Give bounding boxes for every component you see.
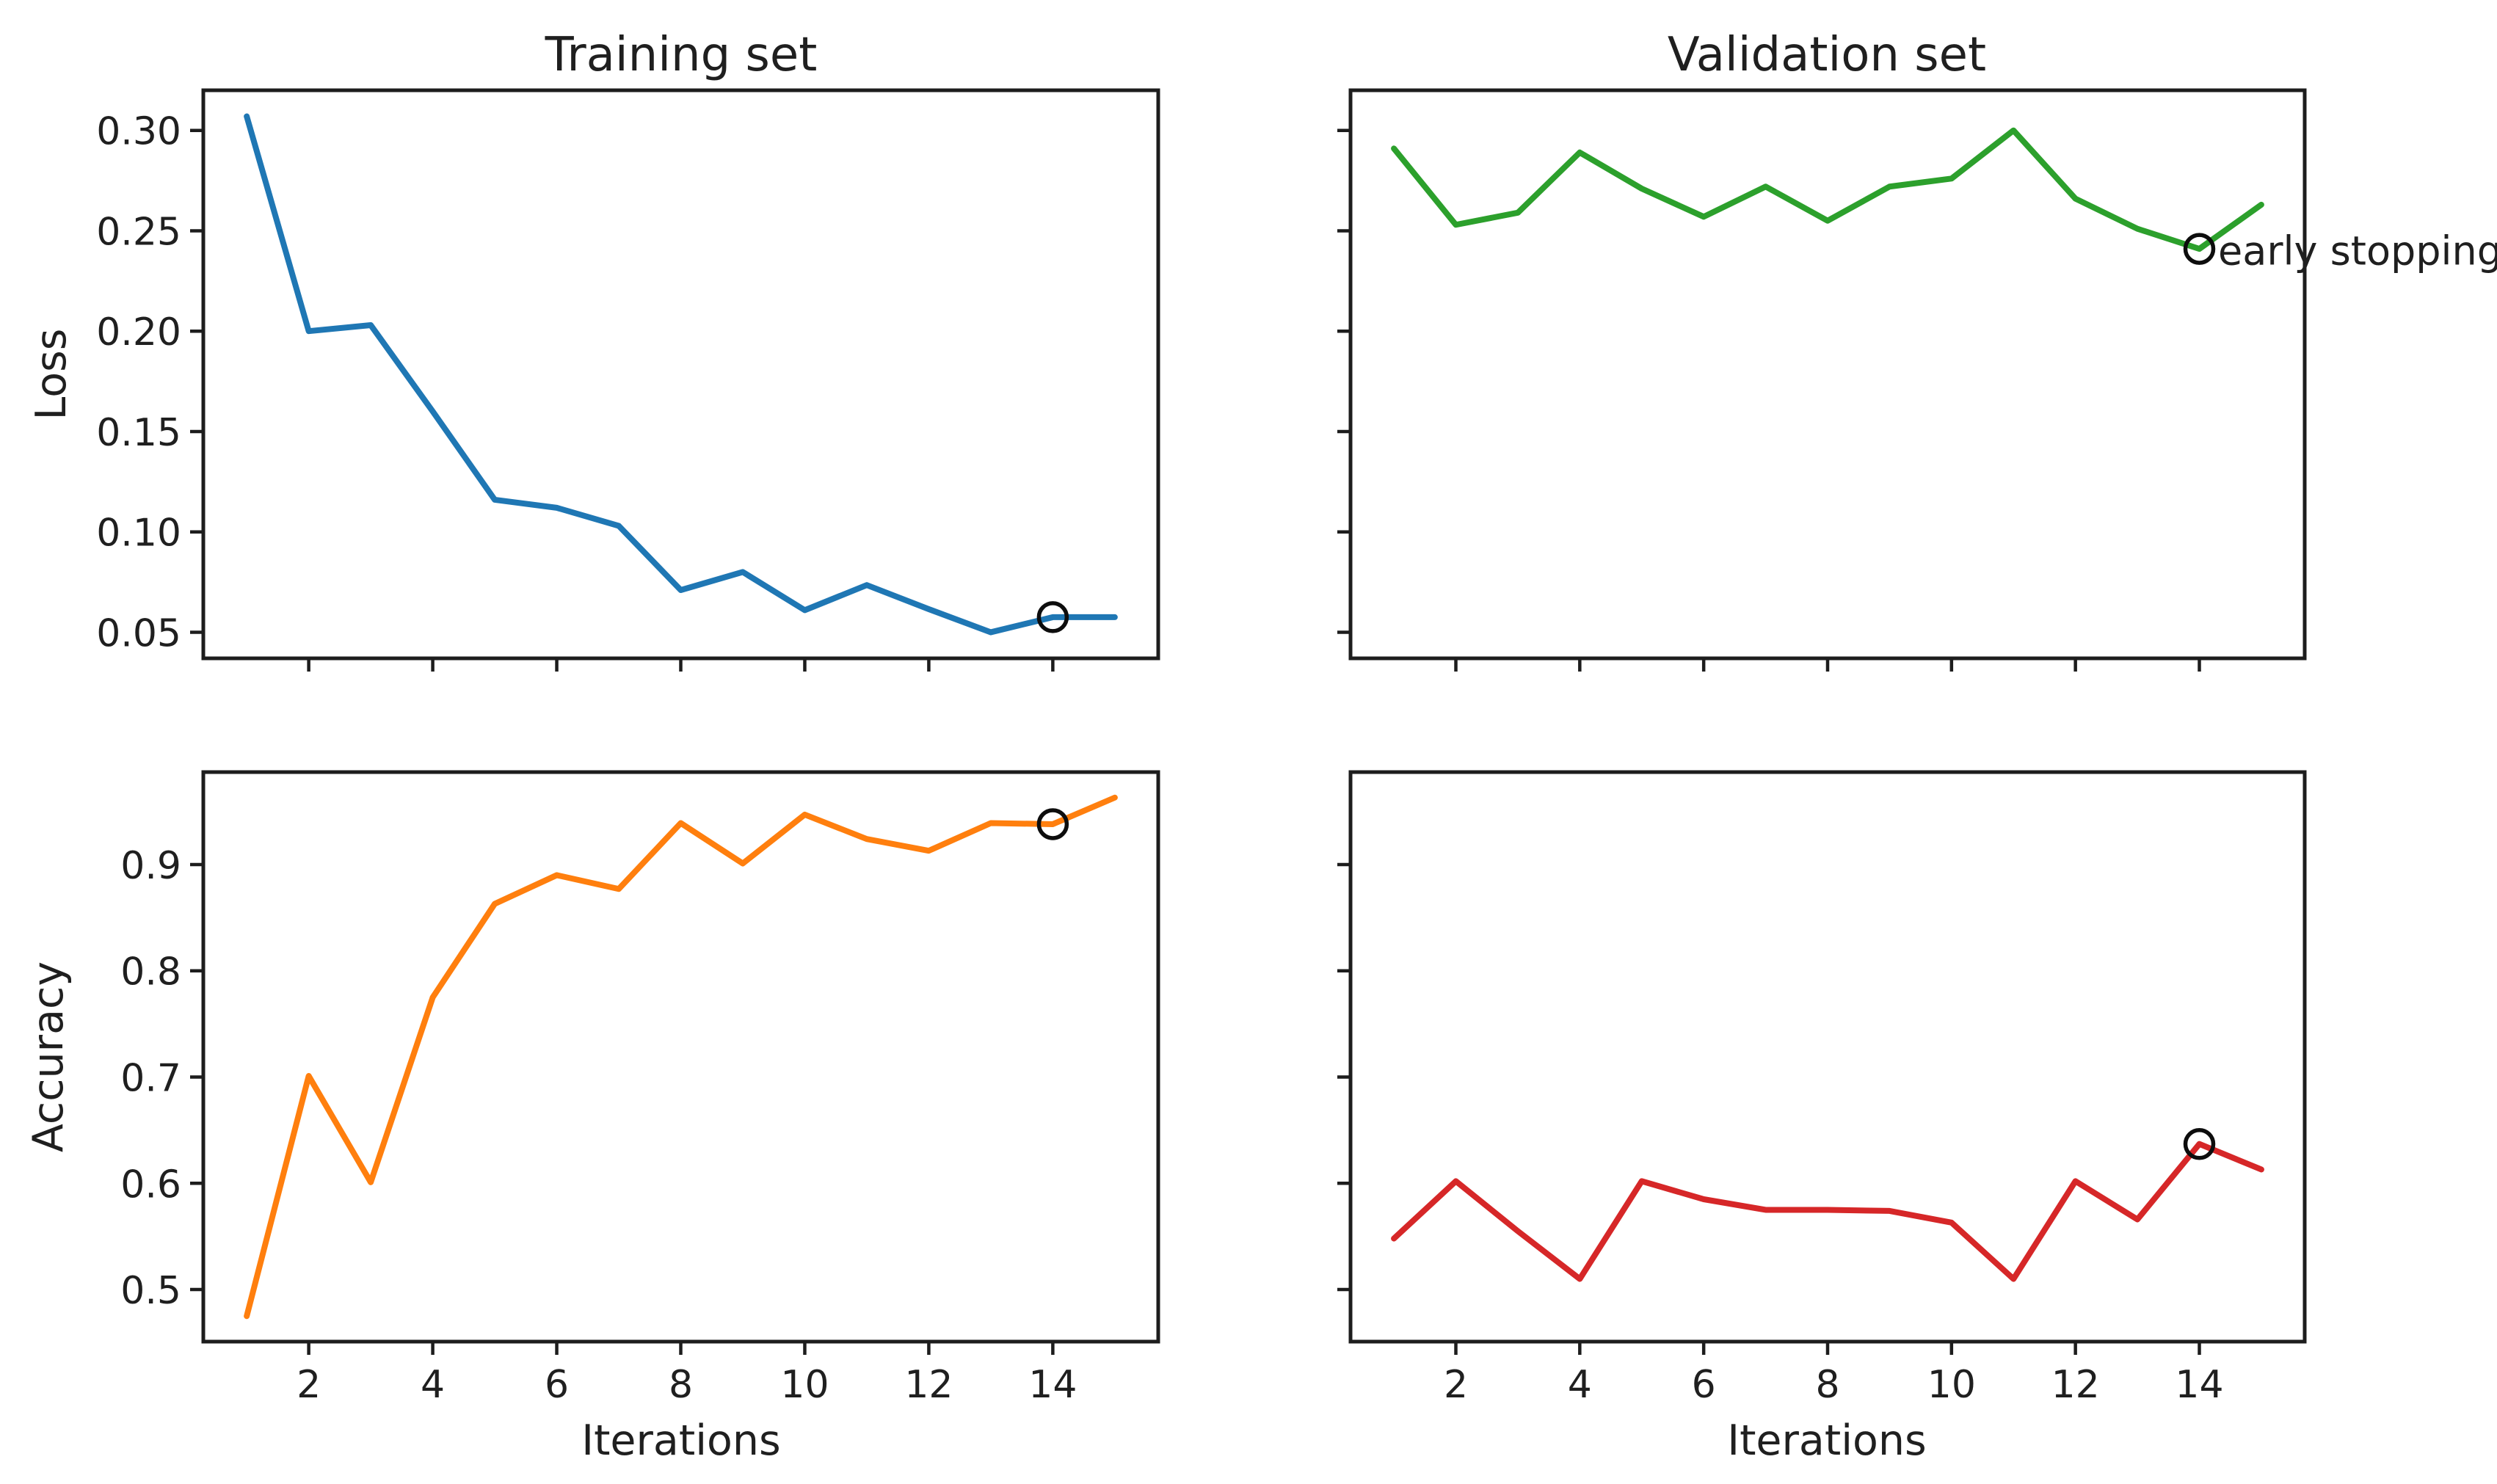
validation-accuracy-xtick-label: 8 (1815, 1363, 1839, 1407)
training-accuracy-xtick-label: 4 (421, 1363, 445, 1407)
training-accuracy-ytick-label: 0.5 (120, 1269, 181, 1313)
ylabel-accuracy: Accuracy (24, 961, 73, 1153)
validation-accuracy-xtick-label: 10 (1927, 1363, 1976, 1407)
training-accuracy-xtick-label: 10 (780, 1363, 829, 1407)
training-loss-axes-box (201, 88, 1160, 661)
training-loss-early-stop-marker (1036, 601, 1069, 633)
early-stopping-annotation: early stopping (2218, 228, 2497, 274)
training-accuracy-ytick-label: 0.8 (120, 950, 181, 994)
training-accuracy-ytick-label: 0.6 (120, 1163, 181, 1207)
training-accuracy-xtick-label: 6 (545, 1363, 569, 1407)
training-accuracy-ytick-label: 0.7 (120, 1057, 181, 1101)
validation-accuracy-xtick-label: 6 (1692, 1363, 1716, 1407)
training-accuracy-ytick-label: 0.9 (120, 844, 181, 888)
validation-accuracy-axes-box (1348, 770, 2307, 1344)
training-accuracy-early-stop-marker (1036, 808, 1069, 840)
training-loss-ytick-label: 0.25 (96, 210, 181, 254)
training-accuracy-xtick-label: 14 (1028, 1363, 1077, 1407)
training-loss-ytick-label: 0.15 (96, 411, 181, 455)
validation-accuracy-xtick-label: 2 (1444, 1363, 1468, 1407)
validation-loss-axes-box (1348, 88, 2307, 661)
validation-accuracy-early-stop-marker (2183, 1127, 2216, 1160)
training-loss-ytick-label: 0.05 (96, 611, 181, 655)
training-accuracy-xtick-label: 8 (669, 1363, 693, 1407)
validation-accuracy-xtick-label: 4 (1568, 1363, 1592, 1407)
training-accuracy-xtick-label: 12 (904, 1363, 953, 1407)
validation-loss-early-stop-marker (2183, 233, 2216, 265)
validation-loss-line (1391, 127, 2264, 252)
xlabel-iterations-left: Iterations (581, 1416, 781, 1465)
training-accuracy-xtick-label: 2 (297, 1363, 321, 1407)
ylabel-loss: Loss (27, 328, 76, 421)
training-loss-ytick-label: 0.30 (96, 110, 181, 154)
subplot-title-validation-set: Validation set (1667, 28, 1987, 82)
subplot-title-training-set: Training set (545, 28, 818, 82)
validation-accuracy-xtick-label: 12 (2051, 1363, 2100, 1407)
xlabel-iterations-right: Iterations (1727, 1416, 1927, 1465)
training-loss-line (244, 113, 1118, 636)
training-loss-ytick-label: 0.10 (96, 512, 181, 556)
validation-accuracy-line (1391, 1141, 2264, 1282)
training-accuracy-axes-box (201, 770, 1160, 1344)
training-accuracy-line (244, 794, 1118, 1320)
validation-accuracy-xtick-label: 14 (2175, 1363, 2223, 1407)
training-loss-ytick-label: 0.20 (96, 310, 181, 354)
